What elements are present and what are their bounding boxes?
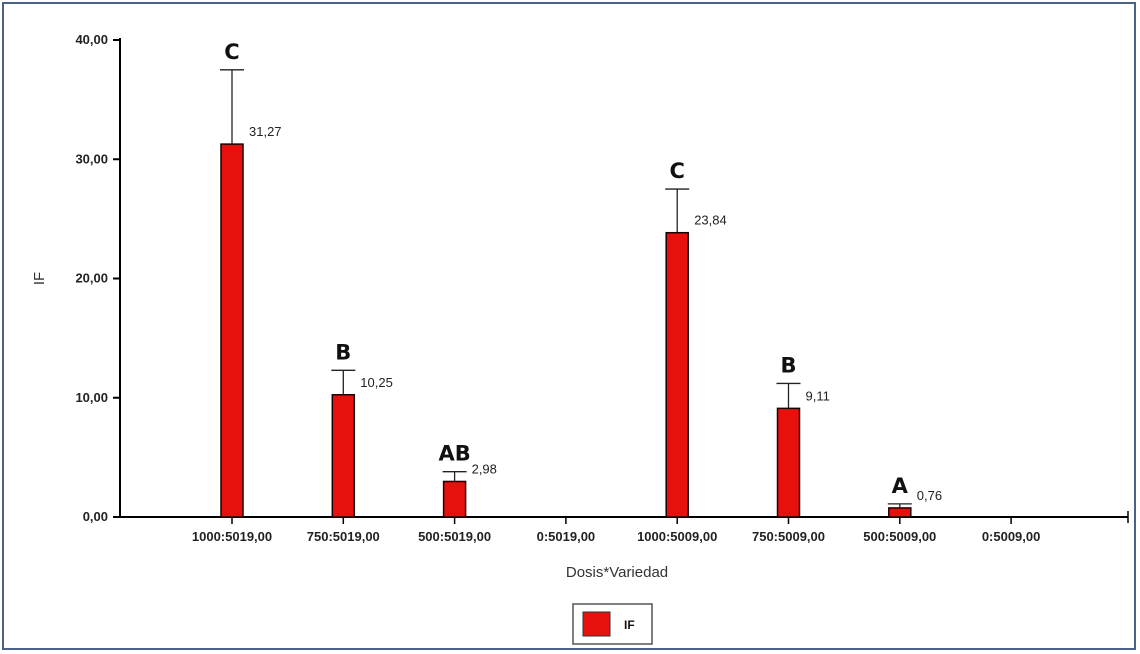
bar xyxy=(776,407,801,518)
x-tick-label: 1000:5019,00 xyxy=(192,529,272,544)
significance-letter: A xyxy=(892,474,909,498)
significance-letter: B xyxy=(780,353,796,377)
x-tick-label: 0:5009,00 xyxy=(982,529,1041,544)
y-tick-label: 40,00 xyxy=(75,32,108,47)
x-tick-label: 750:5009,00 xyxy=(752,529,825,544)
y-axis-title: IF xyxy=(31,272,48,285)
x-axis-title: Dosis*Variedad xyxy=(566,564,668,581)
legend-swatch xyxy=(582,611,611,637)
data-label: 0,76 xyxy=(917,488,942,503)
x-tick-label: 0:5019,00 xyxy=(537,529,596,544)
bar xyxy=(442,480,467,518)
data-label: 23,84 xyxy=(694,213,727,228)
bar xyxy=(220,143,244,518)
legend: IF xyxy=(572,603,653,645)
significance-letter: C xyxy=(224,40,239,64)
x-tick-label: 750:5019,00 xyxy=(307,529,380,544)
significance-letter: B xyxy=(335,340,351,364)
data-label: 10,25 xyxy=(360,375,393,390)
x-tick-label: 1000:5009,00 xyxy=(637,529,717,544)
x-axis: 1000:5019,00 750:5019,00 500:5019,00 0:5019… xyxy=(120,511,1129,544)
y-tick-label: 30,00 xyxy=(75,151,108,166)
y-tick-label: 20,00 xyxy=(75,271,108,286)
x-tick-label: 500:5009,00 xyxy=(863,529,936,544)
significance-letter: C xyxy=(669,159,684,183)
y-tick-label: 10,00 xyxy=(75,390,108,405)
bar xyxy=(331,394,356,518)
bar xyxy=(665,231,689,518)
y-tick-label: 0,00 xyxy=(83,509,108,524)
data-label: 2,98 xyxy=(472,461,497,476)
data-label: 9,11 xyxy=(806,388,830,403)
x-tick-label: 500:5019,00 xyxy=(418,529,491,544)
bar xyxy=(888,507,912,518)
y-axis: 0,00 10,00 20,00 30,00 40,00 xyxy=(75,32,121,524)
significance-letter: AB xyxy=(438,442,470,466)
data-label: 31,27 xyxy=(249,124,282,139)
legend-label: IF xyxy=(624,618,635,632)
